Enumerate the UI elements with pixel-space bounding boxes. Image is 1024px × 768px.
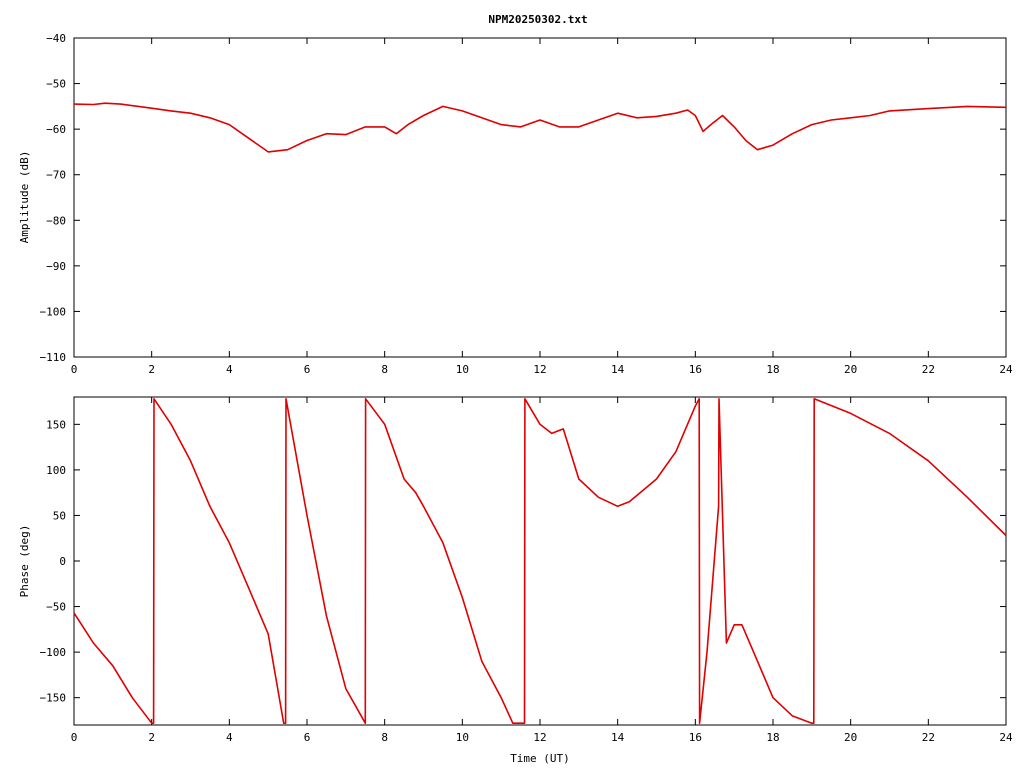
amplitude-plot-frame: [73, 37, 1007, 358]
amplitude-x-tick-label: 16: [689, 363, 702, 376]
amplitude-x-tick-label: 12: [533, 363, 546, 376]
phase-plot-frame: [73, 396, 1007, 726]
phase-x-tick-label: 4: [226, 731, 233, 744]
amplitude-panel: −110−100−90−80−70−60−50−40 0 2 4 6 8 10 12 14 16…: [18, 32, 1013, 376]
chart-title: NPM20250302.txt: [488, 13, 587, 26]
amplitude-x-tick-label: 8: [381, 363, 388, 376]
phase-y-tick-label: 0: [59, 555, 66, 568]
phase-x-tick-label: 22: [922, 731, 935, 744]
amplitude-y-tick-label: −50: [46, 78, 66, 91]
amplitude-x-tick-label: 22: [922, 363, 935, 376]
amplitude-x-tick-label: 14: [611, 363, 625, 376]
amplitude-y-tick-label: −40: [46, 32, 66, 45]
amplitude-y-tick-label: −90: [46, 260, 66, 273]
phase-y-tick-label: −150: [40, 692, 67, 705]
amplitude-y-ticks: −110 −100 −90 −80 −70 −60 −50 −40: [40, 32, 1006, 364]
amplitude-x-tick-label: 24: [999, 363, 1013, 376]
amplitude-x-ticks: 0 2 4 6 8 10 12 14 16 18 20 22 24: [71, 38, 1013, 376]
phase-x-tick-label: 10: [456, 731, 469, 744]
phase-y-tick-label: 50: [53, 509, 66, 522]
phase-x-tick-label: 14: [611, 731, 625, 744]
phase-y-tick-label: −50: [46, 601, 66, 614]
phase-x-ticks: 0 2 4 6 8 10 12 14 16 18 20 22 24: [71, 397, 1013, 744]
amplitude-series-line: [73, 102, 1007, 153]
phase-x-tick-label: 8: [381, 731, 388, 744]
phase-x-tick-label: 18: [766, 731, 779, 744]
amplitude-x-tick-label: 10: [456, 363, 469, 376]
phase-y-tick-label: −100: [40, 646, 67, 659]
amplitude-y-tick-label: −100: [40, 305, 67, 318]
phase-series-line: [73, 398, 1007, 724]
amplitude-x-tick-label: 2: [148, 363, 155, 376]
amplitude-y-tick-label: −80: [46, 214, 66, 227]
phase-y-ticks: −150 −100 −50 0 50 100 150: [40, 418, 1006, 705]
amplitude-x-tick-label: 6: [304, 363, 311, 376]
amplitude-y-axis-label: Amplitude (dB): [18, 151, 31, 244]
phase-y-axis-label: Phase (deg): [18, 525, 31, 598]
phase-x-tick-label: 20: [844, 731, 857, 744]
phase-x-tick-label: 16: [689, 731, 702, 744]
phase-x-tick-label: 0: [71, 731, 78, 744]
phase-x-tick-label: 12: [533, 731, 546, 744]
amplitude-x-tick-label: 20: [844, 363, 857, 376]
phase-y-tick-label: 100: [46, 464, 66, 477]
phase-x-tick-label: 6: [304, 731, 311, 744]
amplitude-x-tick-label: 0: [71, 363, 78, 376]
x-axis-label: Time (UT): [510, 752, 570, 765]
amplitude-y-tick-label: −110: [40, 351, 67, 364]
amplitude-y-tick-label: −70: [46, 169, 66, 182]
amplitude-x-tick-label: 18: [766, 363, 779, 376]
amplitude-x-tick-label: 4: [226, 363, 233, 376]
phase-y-tick-label: 150: [46, 418, 66, 431]
amplitude-y-tick-label: −60: [46, 123, 66, 136]
phase-x-tick-label: 2: [148, 731, 155, 744]
phase-x-tick-label: 24: [999, 731, 1013, 744]
